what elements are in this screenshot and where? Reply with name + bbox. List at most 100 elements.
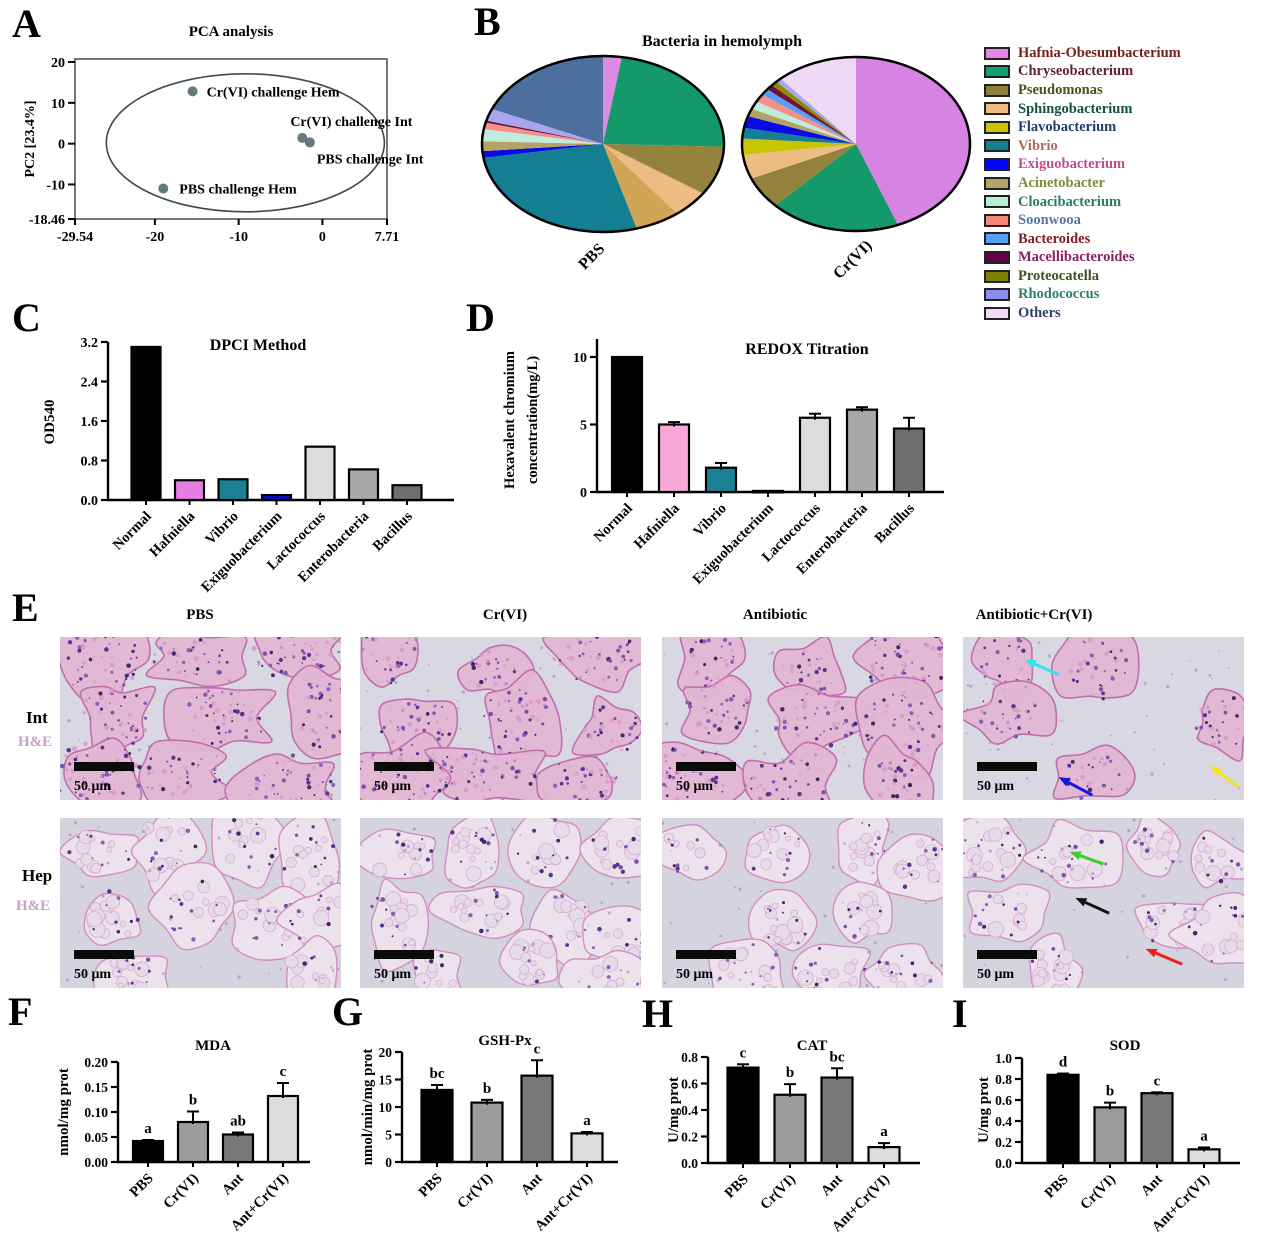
x-category-label: Ant (219, 1170, 247, 1198)
chart-title: SOD (1110, 1038, 1141, 1054)
sig-letter: a (583, 1113, 591, 1129)
y-tick: 0.10 (84, 1105, 108, 1120)
x-category-label: Vibrio (202, 509, 241, 548)
sig-letter: a (1200, 1128, 1208, 1144)
y-tick: 1.0 (995, 1051, 1012, 1066)
legend-item-macellibacteroides: Macellibacteroides (984, 250, 1181, 265)
pie-slice-Rhodococcus (776, 78, 856, 144)
y-tick: -18.46 (29, 213, 65, 228)
x-category-label: Ant (518, 1170, 546, 1198)
bar-Normal (610, 355, 644, 494)
legend-item-soonwooa: Soonwooa (984, 213, 1181, 227)
y-axis-label: OD540 (42, 400, 58, 445)
sig-letter: c (534, 1041, 541, 1057)
pie-slice-Others (780, 57, 856, 144)
scale-bar (676, 762, 736, 771)
legend-item-acinetobacter: Acinetobacter (984, 176, 1181, 190)
legend-swatch (984, 139, 1010, 153)
y-axis-label: nmol/mg prot (56, 1068, 72, 1156)
scale-bar (676, 950, 736, 959)
sig-letter: b (1106, 1084, 1114, 1100)
bar-Ant (520, 1074, 554, 1164)
x-category-label: Cr(VI) (454, 1170, 496, 1212)
chart-title: REDOX Titration (745, 341, 869, 358)
legend-item-exiguobacterium: Exiguobacterium (984, 157, 1181, 172)
legend-label: Chryseobacterium (1018, 63, 1134, 80)
x-category-label: Bacillus (872, 500, 918, 546)
pca-point (304, 137, 315, 148)
legend-swatch (984, 232, 1010, 246)
legend-swatch (984, 120, 1010, 134)
pca-point-label: PBS challenge Hem (179, 183, 297, 198)
bar-Vibrio (704, 466, 738, 494)
annotation-arrow (1155, 951, 1183, 966)
tissue-art (360, 818, 641, 988)
bar-Ant (820, 1076, 854, 1165)
legend-item-flavobacterium: Flavobacterium (984, 120, 1181, 134)
y-axis-label: U/mg prot (666, 1077, 682, 1143)
legend-item-others: Others (984, 306, 1181, 320)
histology-image-hep-pbs: 50 μm (60, 818, 341, 988)
sig-letter: d (1059, 1055, 1068, 1071)
scale-bar-label: 50 μm (676, 779, 713, 794)
bar-PBS (1046, 1073, 1080, 1165)
sig-letter: c (1154, 1073, 1161, 1089)
scale-bar (977, 762, 1037, 771)
y-tick: 5 (385, 1128, 392, 1143)
x-tick: 7.71 (375, 230, 400, 245)
x-category-label: Hafniella (147, 508, 199, 560)
cat-bar-chart: 0.0 0.2 0.4 0.6 0.8 U/mg prot CAT c PBS b Cr(VI) bc… (666, 1038, 920, 1235)
y-tick: 0.4 (681, 1103, 698, 1118)
pie-title: Bacteria in hemolymph (642, 33, 802, 50)
panel-letter-c: C (12, 295, 41, 340)
histology-row-stain-hep: H&E (16, 898, 51, 914)
bar-Bacillus (892, 427, 926, 494)
pie-slice-Bacteroides (762, 89, 856, 144)
x-category-label: Ant (818, 1171, 846, 1199)
x-category-label: Ant (1138, 1171, 1166, 1199)
sig-letter: c (280, 1064, 287, 1080)
y-tick: 0.4 (995, 1114, 1012, 1129)
histology-row-label-int: Int (26, 708, 48, 727)
mda-bar-chart: 0.00 0.05 0.10 0.15 0.20 nmol/mg prot MDA a PBS b… (56, 1038, 310, 1234)
y-tick: 20 (51, 56, 65, 71)
pca-scatter-chart: PCA analysis 20 10 0 -10 -18.46 -29.54 -20 -10 0 7… (23, 24, 424, 245)
pie-slice-Cloacibacterium (482, 129, 603, 144)
histology-col-header-antibiotic-crvi: Antibiotic+Cr(VI) (975, 607, 1093, 623)
scale-bar-label: 50 μm (374, 967, 411, 982)
x-category-label: Exiguobacterium (198, 509, 285, 596)
x-tick: -20 (146, 230, 165, 245)
pie-slice-Soonwooa (483, 122, 603, 144)
scale-bar-label: 50 μm (74, 779, 111, 794)
tissue-art (360, 637, 641, 800)
histology-image-hep-antibiotic-cr-vi-: 50 μm (963, 818, 1244, 988)
y-tick: 0.8 (81, 455, 99, 470)
scale-bar (74, 950, 134, 959)
chart-title: GSH-Px (478, 1033, 532, 1049)
annotation-arrow (1218, 771, 1240, 789)
x-category-label: Normal (591, 501, 636, 546)
histology-image-int-antibiotic-cr-vi-: 50 μm (963, 637, 1244, 800)
scale-bar-label: 50 μm (977, 779, 1014, 794)
legend-label: Soonwooa (1018, 212, 1081, 229)
bar-Ant+Cr(VI) (266, 1094, 300, 1164)
pie-Cr(VI) (740, 55, 972, 233)
legend-label: Pseudomonas (1018, 81, 1103, 98)
bar-Vibrio (217, 478, 249, 502)
tissue-art (60, 637, 341, 800)
y-tick: 0.15 (84, 1080, 108, 1095)
pie-slice-Cloacibacterium (751, 101, 856, 144)
y-tick: 1.6 (81, 415, 99, 430)
histology-image-int-pbs: 50 μm (60, 637, 341, 800)
annotation-arrow (1084, 901, 1110, 915)
histology-row-label-hep: Hep (22, 866, 53, 885)
bar-Ant (1140, 1092, 1174, 1165)
sig-letter: b (189, 1093, 197, 1109)
legend-swatch (984, 195, 1010, 209)
panel-letter-b: B (474, 0, 501, 44)
bar-Ant+Cr(VI) (570, 1132, 604, 1164)
bar-Normal (130, 345, 162, 502)
legend-label: Hafnia-Obesumbacterium (1018, 44, 1181, 61)
